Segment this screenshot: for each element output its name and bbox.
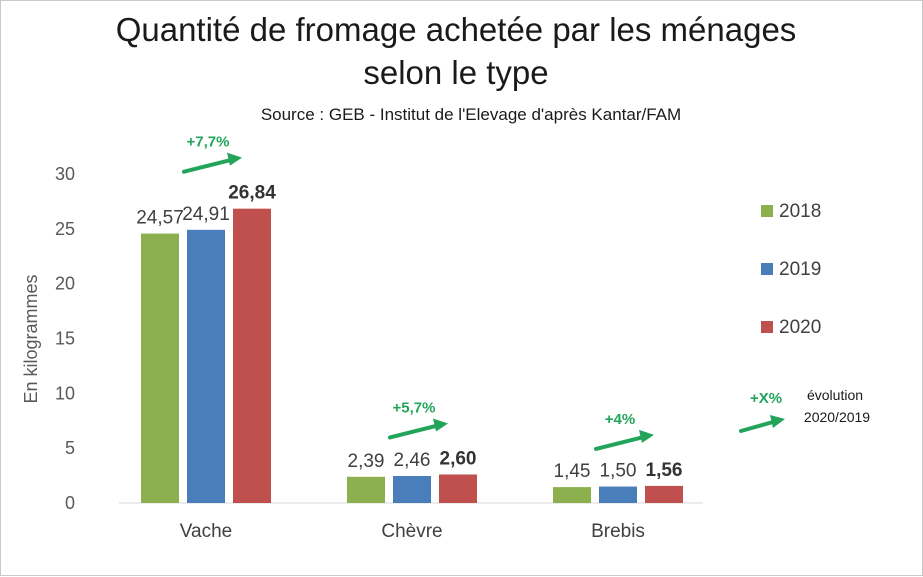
bar-2020-chèvre — [439, 474, 477, 503]
legend-label-2018: 2018 — [779, 201, 821, 222]
y-tick-label: 20 — [55, 274, 75, 294]
legend-swatch-2018 — [761, 205, 773, 217]
y-tick-label: 10 — [55, 383, 75, 403]
data-label: 2,39 — [348, 451, 385, 472]
bar-2020-brebis — [645, 485, 683, 503]
legend-note-line-2: 2020/2019 — [804, 409, 870, 425]
y-tick-label: 5 — [65, 438, 75, 458]
legend-evolution-symbol: +X% — [750, 390, 782, 407]
bar-2018-chèvre — [347, 476, 385, 503]
bar-2019-vache — [187, 229, 225, 504]
bar-2020-vache — [233, 208, 271, 503]
legend-swatch-2019 — [761, 263, 773, 275]
evolution-label: +5,7% — [393, 399, 436, 416]
legend-arrow-shaft — [739, 420, 775, 433]
legend-label-2019: 2019 — [779, 259, 821, 280]
legend-swatch-2020 — [761, 321, 773, 333]
evolution-arrow-shaft — [182, 158, 232, 174]
evolution-arrow-shaft — [388, 423, 438, 440]
data-label: 1,50 — [600, 461, 637, 482]
bar-2018-brebis — [553, 487, 591, 503]
chart-title-line-1: Quantité de fromage achetée par les ména… — [116, 11, 797, 48]
data-label: 1,45 — [554, 461, 591, 482]
legend-note-line-1: évolution — [807, 387, 863, 403]
legend-label-2020: 2020 — [779, 317, 821, 338]
y-tick-label: 0 — [65, 493, 75, 513]
evolution-label: +4% — [605, 411, 635, 428]
data-label: 24,57 — [136, 208, 184, 229]
evolution-arrow-head — [639, 429, 654, 443]
data-label: 1,56 — [646, 460, 683, 481]
y-axis-label: En kilogrammes — [21, 274, 41, 403]
chart-title-line-2: selon le type — [363, 54, 548, 91]
chart-subtitle: Source : GEB - Institut de l'Elevage d'a… — [261, 105, 681, 124]
evolution-arrow-shaft — [594, 435, 644, 451]
data-label: 2,46 — [394, 450, 431, 471]
category-label: Vache — [180, 521, 232, 542]
y-tick-label: 25 — [55, 219, 75, 239]
y-tick-label: 30 — [55, 164, 75, 184]
y-tick-label: 15 — [55, 329, 75, 349]
legend-arrow-head — [770, 415, 785, 428]
bar-2018-vache — [141, 233, 179, 503]
category-label: Chèvre — [381, 521, 442, 542]
data-label: 24,91 — [182, 204, 230, 225]
evolution-arrow-head — [227, 152, 242, 166]
bar-2019-chèvre — [393, 476, 431, 503]
category-label: Brebis — [591, 521, 645, 542]
bar-2019-brebis — [599, 486, 637, 503]
data-label: 26,84 — [228, 183, 276, 204]
data-label: 2,60 — [440, 448, 477, 469]
evolution-label: +7,7% — [187, 134, 230, 151]
evolution-arrow-head — [433, 418, 448, 432]
